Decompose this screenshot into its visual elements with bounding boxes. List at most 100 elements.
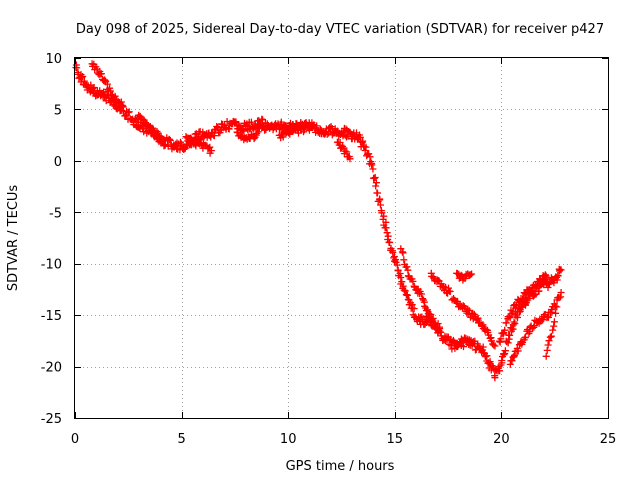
data-point	[182, 133, 190, 141]
data-point	[497, 335, 505, 343]
data-point	[400, 256, 408, 264]
data-point	[365, 150, 373, 158]
data-point	[418, 290, 425, 298]
data-point	[397, 274, 405, 281]
y-tick-label: -25	[41, 412, 62, 427]
data-point	[434, 320, 442, 328]
axis-ticks	[75, 58, 609, 419]
chart-title: Day 098 of 2025, Sidereal Day-to-day VTE…	[76, 22, 604, 37]
data-point	[514, 314, 521, 321]
x-tick-labels: 0 5 10 15 20 25	[71, 432, 616, 447]
data-point	[166, 136, 174, 144]
data-point	[545, 337, 553, 345]
data-point	[491, 374, 499, 382]
data-point	[514, 347, 522, 355]
data-point	[429, 273, 437, 281]
data-point	[428, 315, 436, 323]
x-tick-label: 15	[387, 432, 404, 447]
data-point	[501, 347, 509, 355]
data-point	[490, 341, 498, 349]
data-point	[247, 118, 255, 126]
data-point	[541, 271, 549, 279]
data-point	[289, 128, 296, 135]
data-point	[107, 87, 114, 95]
data-point	[473, 315, 481, 323]
data-point	[376, 196, 384, 204]
data-point	[543, 346, 551, 354]
y-tick-label: 0	[54, 155, 62, 170]
data-point	[464, 305, 472, 313]
data-point	[125, 108, 133, 116]
data-point	[549, 326, 557, 334]
data-point	[510, 351, 518, 359]
data-point	[361, 147, 369, 154]
data-point	[366, 153, 374, 161]
data-point	[207, 147, 215, 155]
data-point	[460, 343, 467, 351]
data-point	[401, 287, 409, 295]
x-tick-label: 0	[71, 432, 79, 447]
data-point	[346, 155, 354, 163]
data-point	[382, 224, 390, 232]
data-point	[482, 353, 490, 361]
data-point	[555, 294, 563, 302]
data-point	[506, 314, 514, 322]
x-tick-label: 5	[177, 432, 185, 447]
data-point	[546, 333, 554, 341]
data-point	[118, 101, 126, 109]
data-point	[436, 325, 444, 332]
data-point	[468, 270, 476, 278]
data-point	[295, 129, 302, 137]
data-point	[435, 326, 443, 334]
data-point	[547, 332, 555, 340]
data-point	[371, 174, 379, 181]
data-point	[557, 289, 565, 296]
data-point	[522, 291, 530, 299]
data-point	[148, 124, 155, 132]
data-point	[78, 73, 86, 81]
data-point	[542, 272, 550, 280]
y-tick-label: -10	[41, 258, 62, 273]
data-point	[370, 174, 378, 182]
x-tick-label: 20	[493, 432, 510, 447]
data-point	[253, 129, 261, 137]
data-point	[79, 73, 87, 80]
data-point	[342, 133, 350, 141]
data-point	[254, 128, 262, 136]
y-tick-labels: -25 -20 -15 -10 -5 0 5 10	[41, 52, 62, 427]
data-point	[157, 139, 165, 147]
data-point	[368, 160, 376, 167]
data-point	[380, 212, 388, 220]
data-point	[146, 123, 154, 130]
data-point	[504, 339, 512, 347]
data-point	[509, 308, 517, 316]
data-point	[389, 249, 397, 256]
data-point	[501, 326, 509, 334]
data-point	[213, 123, 221, 130]
data-point	[97, 70, 105, 78]
data-point	[532, 283, 540, 291]
data-point	[550, 322, 558, 330]
data-point	[496, 338, 504, 346]
data-point	[279, 133, 287, 141]
data-point	[544, 284, 552, 291]
data-point	[372, 179, 380, 187]
data-point	[450, 338, 458, 346]
y-tick-label: 5	[54, 103, 62, 118]
x-axis-label: GPS time / hours	[286, 459, 395, 474]
y-tick-label: -5	[49, 206, 62, 221]
data-point	[466, 271, 474, 279]
data-point	[550, 318, 558, 326]
data-point	[544, 341, 552, 349]
data-point	[377, 201, 384, 209]
y-tick-label: 10	[45, 52, 62, 67]
data-point	[491, 342, 499, 350]
data-point	[252, 123, 260, 131]
data-point	[399, 249, 407, 257]
data-point	[429, 314, 437, 322]
data-point	[384, 232, 392, 240]
data-point	[391, 257, 398, 265]
x-tick-label: 10	[280, 432, 297, 447]
